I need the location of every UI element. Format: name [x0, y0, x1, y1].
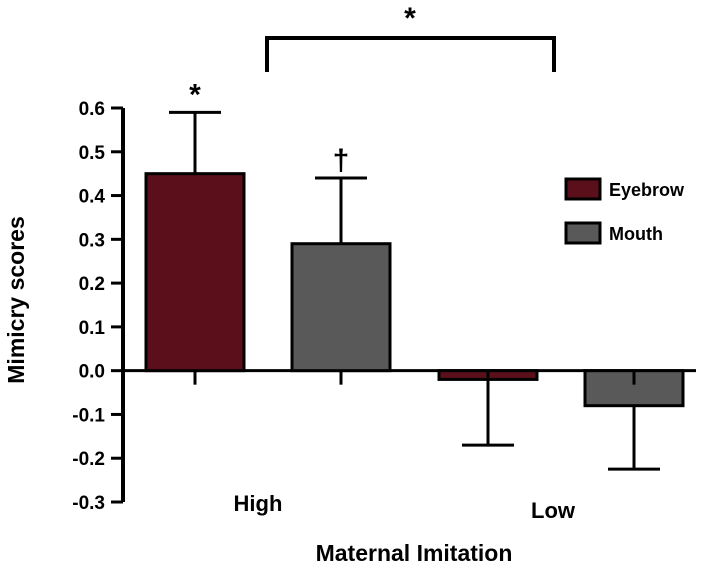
category-ticks — [193, 370, 636, 385]
x-axis-title: Maternal Imitation — [316, 540, 513, 566]
y-tick-label: -0.1 — [72, 405, 105, 426]
bracket-asterisk: * — [404, 2, 416, 35]
bars — [144, 172, 685, 408]
y-tick-label: -0.2 — [72, 449, 105, 470]
y-tick-label: 0.6 — [79, 99, 105, 120]
annotations: * † * — [189, 2, 556, 177]
category-label-low: Low — [531, 498, 576, 523]
y-tick-label: 0.5 — [79, 143, 106, 164]
y-axis: 0.6 0.5 0.4 0.3 0.2 0.1 0.0 -0.1 -0.2 -0.3 — [72, 99, 125, 514]
bar-mouth-high — [290, 242, 392, 373]
error-bars — [169, 110, 660, 471]
category-label-high: High — [234, 491, 283, 516]
bar-eyebrow-high — [144, 172, 246, 373]
significance-asterisk: * — [189, 78, 201, 111]
y-axis-title: Mimicry scores — [3, 216, 29, 383]
legend-label-mouth: Mouth — [609, 224, 663, 244]
legend-swatch-mouth — [564, 221, 602, 245]
comparison-bracket — [265, 36, 556, 72]
legend: Eyebrow Mouth — [564, 177, 685, 245]
y-tick-label: 0.0 — [79, 362, 105, 383]
category-labels: High Low — [234, 491, 576, 523]
y-tick-label: 0.4 — [79, 187, 106, 208]
y-tick-label: 0.3 — [79, 230, 105, 251]
y-tick-label: -0.3 — [72, 493, 105, 514]
legend-swatch-eyebrow — [564, 177, 602, 201]
y-tick-label: 0.1 — [79, 318, 106, 339]
significance-dagger: † — [333, 144, 350, 177]
legend-label-eyebrow: Eyebrow — [609, 180, 685, 200]
y-tick-label: 0.2 — [79, 274, 105, 295]
